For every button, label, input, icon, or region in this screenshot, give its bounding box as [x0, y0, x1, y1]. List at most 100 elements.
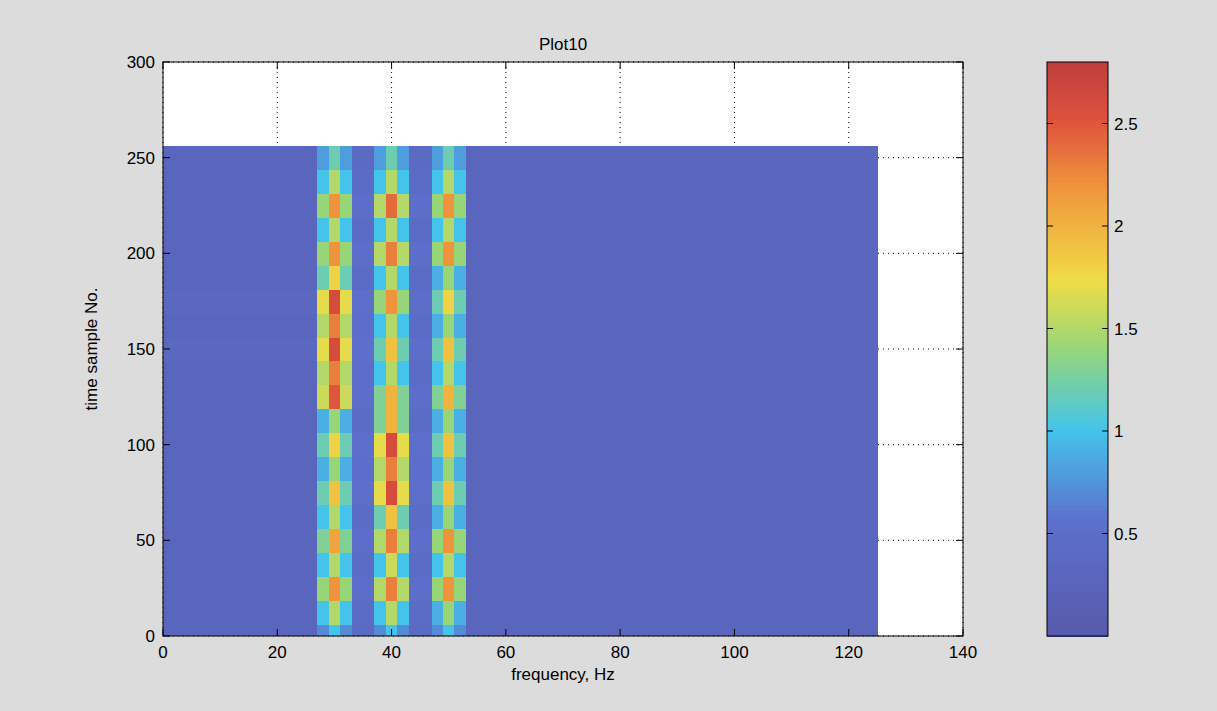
heatmap-cell — [340, 624, 352, 636]
heatmap-cell — [352, 600, 375, 624]
x-tick-label: 20 — [268, 643, 287, 662]
heatmap-cell — [352, 409, 375, 433]
colorbar-segment — [1047, 439, 1108, 444]
colorbar-tick — [1047, 533, 1053, 534]
colorbar-segment — [1047, 300, 1108, 305]
tick — [163, 62, 164, 69]
colorbar-segment — [1047, 165, 1108, 170]
heatmap-cell — [466, 194, 878, 218]
heatmap-cell — [386, 576, 398, 600]
colorbar-segment — [1047, 177, 1108, 182]
heatmap-cell — [163, 481, 318, 505]
colorbar-tick-label: 1 — [1114, 422, 1123, 441]
heatmap-cell — [340, 265, 352, 289]
tick — [163, 62, 170, 63]
tick — [163, 444, 170, 445]
heatmap-cell — [340, 528, 352, 552]
heatmap-cell — [329, 552, 341, 576]
tick — [956, 349, 963, 350]
x-tick-label: 120 — [835, 643, 863, 662]
heatmap-cell — [386, 241, 398, 265]
heatmap-cell — [409, 457, 432, 481]
colorbar-segment — [1047, 181, 1108, 186]
background — [0, 0, 1217, 711]
heatmap-cell — [466, 313, 878, 337]
colorbar-tick — [1102, 533, 1108, 534]
heatmap-cell — [352, 385, 375, 409]
heatmap-cell — [386, 337, 398, 361]
heatmap-cell — [443, 241, 455, 265]
colorbar-frame — [1047, 62, 1108, 636]
heatmap-cell — [329, 504, 341, 528]
heatmap-cell — [466, 146, 878, 170]
heatmap-cell — [466, 457, 878, 481]
heatmap-cell — [352, 146, 375, 170]
colorbar-segment — [1047, 206, 1108, 211]
heatmap-cell — [386, 600, 398, 624]
heatmap-cell — [466, 409, 878, 433]
heatmap-cell — [432, 361, 444, 385]
heatmap-cell — [443, 457, 455, 481]
heatmap-cell — [397, 337, 409, 361]
heatmap-cell — [374, 217, 386, 241]
heatmap-cell — [352, 170, 375, 194]
tick — [848, 629, 849, 636]
colorbar-segment — [1047, 148, 1108, 153]
heatmap-cell — [409, 217, 432, 241]
heatmap-cell — [432, 624, 444, 636]
colorbar-segment — [1047, 431, 1108, 436]
heatmap-cell — [317, 194, 329, 218]
colorbar-segment — [1047, 152, 1108, 157]
colorbar-segment — [1047, 460, 1108, 465]
heatmap-cell — [374, 194, 386, 218]
heatmap-cell — [386, 194, 398, 218]
colorbar-segment — [1047, 517, 1108, 522]
heatmap-cell — [386, 289, 398, 313]
colorbar-segment — [1047, 472, 1108, 477]
colorbar-segment — [1047, 66, 1108, 71]
heatmap-cell — [352, 624, 375, 636]
heatmap-cell — [466, 361, 878, 385]
heatmap-cell — [374, 385, 386, 409]
heatmap-cell — [329, 265, 341, 289]
heatmap-cell — [386, 504, 398, 528]
heatmap-cell — [352, 337, 375, 361]
colorbar-tick — [1047, 328, 1053, 329]
heatmap-cell — [386, 313, 398, 337]
colorbar-segment — [1047, 136, 1108, 141]
heatmap-cell — [409, 337, 432, 361]
heatmap-cell — [409, 409, 432, 433]
heatmap-cell — [409, 504, 432, 528]
heatmap-cell — [409, 241, 432, 265]
tick — [620, 629, 621, 636]
heatmap-cell — [374, 481, 386, 505]
heatmap-cell — [340, 481, 352, 505]
colorbar-segment — [1047, 529, 1108, 534]
colorbar-segment — [1047, 394, 1108, 399]
heatmap-cell — [397, 170, 409, 194]
tick — [163, 349, 170, 350]
heatmap-cell — [443, 217, 455, 241]
heatmap-cell — [466, 385, 878, 409]
heatmap-cell — [397, 385, 409, 409]
heatmap-cell — [454, 600, 466, 624]
tick — [163, 636, 170, 637]
colorbar-segment — [1047, 234, 1108, 239]
heatmap-cell — [340, 170, 352, 194]
heatmap-cell — [329, 146, 341, 170]
x-axis-title: frequency, Hz — [511, 665, 615, 684]
heatmap-cell — [386, 217, 398, 241]
heatmap-cell — [397, 265, 409, 289]
colorbar-segment — [1047, 324, 1108, 329]
colorbar-segment — [1047, 468, 1108, 473]
heatmap-cell — [329, 217, 341, 241]
heatmap-cell — [409, 265, 432, 289]
heatmap-cell — [340, 217, 352, 241]
colorbar-segment — [1047, 542, 1108, 547]
x-tick-label: 80 — [611, 643, 630, 662]
heatmap-cell — [397, 194, 409, 218]
heatmap-cell — [397, 313, 409, 337]
heatmap-cell — [397, 552, 409, 576]
heatmap-cell — [386, 528, 398, 552]
heatmap-cell — [443, 289, 455, 313]
